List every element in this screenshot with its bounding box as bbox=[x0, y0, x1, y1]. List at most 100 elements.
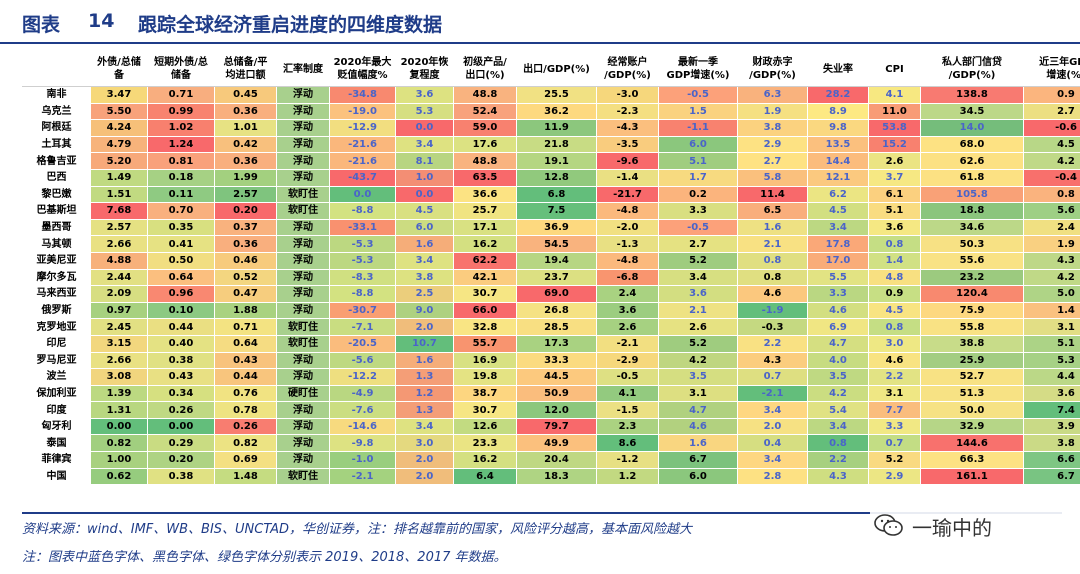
color-note: 注：图表中蓝色字体、黑色字体、绿色字体分别表示 2019、2018、2017 年… bbox=[22, 550, 507, 565]
column-header: 短期外债/总 储备 bbox=[147, 52, 215, 87]
country-name: 波兰 bbox=[22, 368, 91, 386]
data-cell: 0.8 bbox=[868, 235, 921, 253]
data-cell: 25.5 bbox=[516, 86, 597, 104]
table-row: 土耳其 4.79 1.24 0.42 浮动 -21.6 3.4 17.6 21.8 -3.5 6.0… bbox=[22, 135, 1080, 154]
data-cell: 55.8 bbox=[920, 318, 1024, 336]
data-cell: 0.2 bbox=[658, 185, 738, 204]
data-cell: 4.3 bbox=[807, 467, 869, 486]
data-cell: 21.8 bbox=[516, 135, 597, 154]
data-cell: 4.5 bbox=[1023, 135, 1080, 154]
country-name: 保加利亚 bbox=[22, 384, 91, 403]
data-cell: -0.5 bbox=[596, 368, 659, 386]
data-cell: 3.4 bbox=[395, 135, 454, 154]
data-cell: 浮动 bbox=[276, 152, 330, 170]
data-cell: 4.0 bbox=[807, 351, 869, 370]
data-cell: 54.5 bbox=[516, 235, 597, 253]
data-cell: 4.3 bbox=[737, 351, 808, 370]
data-cell: 5.2 bbox=[658, 334, 738, 353]
data-cell: 浮动 bbox=[276, 417, 330, 436]
country-name: 马来西亚 bbox=[22, 285, 91, 303]
data-cell: 1.9 bbox=[737, 102, 808, 121]
data-cell: 4.5 bbox=[395, 202, 454, 220]
data-cell: 26.8 bbox=[516, 301, 597, 320]
data-cell: 48.8 bbox=[453, 152, 517, 170]
data-cell: 105.8 bbox=[920, 185, 1024, 204]
data-cell: 20.4 bbox=[516, 451, 597, 469]
table-body: 南非 3.47 0.71 0.45 浮动 -34.8 3.6 48.8 25.5 -3.0 -0.5… bbox=[22, 86, 1080, 486]
data-cell: 3.1 bbox=[1023, 318, 1080, 336]
data-cell: -9.8 bbox=[329, 434, 396, 453]
data-cell: 0.9 bbox=[1023, 86, 1080, 104]
table-row: 马来西亚 2.09 0.96 0.47 浮动 -8.8 2.5 30.7 69.0 2.4 3.6 4… bbox=[22, 285, 1080, 303]
data-cell: 6.0 bbox=[395, 218, 454, 237]
data-cell: -4.8 bbox=[596, 202, 659, 220]
data-cell: 2.7 bbox=[658, 235, 738, 253]
data-cell: 6.0 bbox=[658, 467, 738, 486]
data-cell: 42.1 bbox=[453, 268, 517, 287]
data-cell: 3.7 bbox=[868, 168, 921, 187]
data-cell: 0.11 bbox=[147, 185, 215, 204]
data-cell: 12.0 bbox=[516, 401, 597, 419]
data-cell: 5.6 bbox=[1023, 202, 1080, 220]
data-cell: 2.6 bbox=[596, 318, 659, 336]
data-cell: 0.00 bbox=[147, 417, 215, 436]
data-cell: 0.29 bbox=[147, 434, 215, 453]
data-cell: -0.4 bbox=[1023, 168, 1080, 187]
data-cell: 2.66 bbox=[90, 235, 148, 253]
data-cell: 14.4 bbox=[807, 152, 869, 170]
data-cell: 23.2 bbox=[920, 268, 1024, 287]
data-cell: 1.6 bbox=[395, 235, 454, 253]
data-cell: 3.6 bbox=[395, 86, 454, 104]
data-cell: 5.1 bbox=[868, 202, 921, 220]
table-row: 保加利亚 1.39 0.34 0.76 硬盯住 -4.9 1.2 38.7 50.9 4.1 3.1… bbox=[22, 384, 1080, 403]
data-cell: 0.10 bbox=[147, 301, 215, 320]
data-cell: 浮动 bbox=[276, 168, 330, 187]
data-cell: 30.7 bbox=[453, 401, 517, 419]
data-cell: 13.5 bbox=[807, 135, 869, 154]
data-cell: 11.9 bbox=[516, 119, 597, 137]
column-header: 私人部门信贷 /GDP(%) bbox=[920, 52, 1024, 87]
data-cell: 62.6 bbox=[920, 152, 1024, 170]
data-cell: 51.3 bbox=[920, 384, 1024, 403]
data-cell: 0.46 bbox=[214, 251, 277, 270]
data-cell: -1.3 bbox=[596, 235, 659, 253]
data-cell: 0.20 bbox=[214, 202, 277, 220]
data-cell: -19.0 bbox=[329, 102, 396, 121]
data-cell: 8.9 bbox=[807, 102, 869, 121]
data-cell: 1.5 bbox=[658, 102, 738, 121]
data-cell: 0.35 bbox=[147, 218, 215, 237]
data-cell: 2.7 bbox=[737, 152, 808, 170]
data-cell: -2.1 bbox=[737, 384, 808, 403]
data-cell: 1.0 bbox=[395, 168, 454, 187]
data-cell: 6.8 bbox=[516, 185, 597, 204]
data-cell: 0.8 bbox=[737, 268, 808, 287]
country-name: 印度 bbox=[22, 401, 91, 419]
data-cell: 2.0 bbox=[395, 318, 454, 336]
data-cell: 4.79 bbox=[90, 135, 148, 154]
data-cell: 硬盯住 bbox=[276, 384, 330, 403]
data-cell: 0.26 bbox=[214, 417, 277, 436]
country-name: 格鲁吉亚 bbox=[22, 152, 91, 170]
data-cell: 3.4 bbox=[395, 251, 454, 270]
table-row: 克罗地亚 2.45 0.44 0.71 软盯住 -7.1 2.0 32.8 28.5 2.6 2.6… bbox=[22, 318, 1080, 336]
data-cell: 0.38 bbox=[147, 351, 215, 370]
data-cell: 0.40 bbox=[147, 334, 215, 353]
data-cell: 0.82 bbox=[214, 434, 277, 453]
data-cell: 2.2 bbox=[868, 368, 921, 386]
data-cell: -2.9 bbox=[596, 351, 659, 370]
data-cell: 34.5 bbox=[920, 102, 1024, 121]
data-cell: -5.3 bbox=[329, 235, 396, 253]
country-name: 墨西哥 bbox=[22, 218, 91, 237]
column-header: 经常账户 /GDP(%) bbox=[596, 52, 659, 87]
data-cell: 3.47 bbox=[90, 86, 148, 104]
data-cell: -7.1 bbox=[329, 318, 396, 336]
table-row: 罗马尼亚 2.66 0.38 0.43 浮动 -5.6 1.6 16.9 33.3 -2.9 4.2… bbox=[22, 351, 1080, 370]
data-cell: 17.6 bbox=[453, 135, 517, 154]
data-cell: 浮动 bbox=[276, 218, 330, 237]
title-bar: 图表 14 跟踪全球经济重启进度的四维度数据 bbox=[0, 4, 1080, 44]
data-cell: 16.9 bbox=[453, 351, 517, 370]
heatmap-table: 外债/总储 备短期外债/总 储备 总储备/平 均进口额 汇率制度 2020年最大 贬值… bbox=[22, 52, 1080, 486]
data-cell: 0.7 bbox=[868, 434, 921, 453]
data-cell: 3.15 bbox=[90, 334, 148, 353]
data-cell: 25.9 bbox=[920, 351, 1024, 370]
